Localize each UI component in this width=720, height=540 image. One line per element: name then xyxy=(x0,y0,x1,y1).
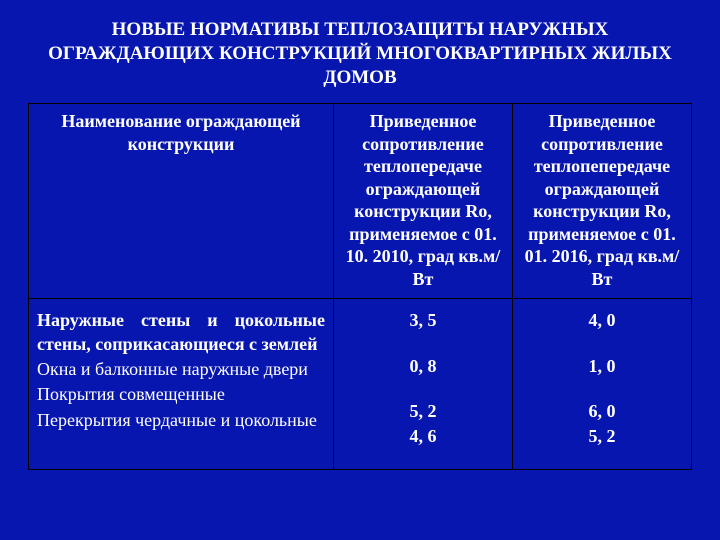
cell-value: 5, 2 xyxy=(342,400,504,423)
col-header-name: Наименование ограждающей конструкции xyxy=(29,104,334,299)
norms-table: Наименование ограждающей конструкции При… xyxy=(28,103,692,470)
cell-value: 1, 0 xyxy=(521,355,683,378)
cell-value: 3, 5 xyxy=(342,309,504,332)
row-name: Окна и балконные наружные двери xyxy=(37,358,325,381)
row-name: Наружные стены и цокольные стены, соприк… xyxy=(37,309,325,356)
cell-value: 0, 8 xyxy=(342,355,504,378)
col-header-2010: Приведенное сопротивление теплопередаче … xyxy=(333,104,512,299)
row-name: Покрытия совмещенные xyxy=(37,383,325,406)
page-title: НОВЫЕ НОРМАТИВЫ ТЕПЛОЗАЩИТЫ НАРУЖНЫХ ОГР… xyxy=(28,18,692,89)
cell-value: 5, 2 xyxy=(521,425,683,448)
table-row: Наружные стены и цокольные стены, соприк… xyxy=(29,299,692,470)
row-name: Перекрытия чердачные и цокольные xyxy=(37,409,325,432)
cell-value: 4, 6 xyxy=(342,425,504,448)
col-header-2016: Приведенное сопротивление теплопепередач… xyxy=(512,104,691,299)
cell-value: 4, 0 xyxy=(521,309,683,332)
cell-value: 6, 0 xyxy=(521,400,683,423)
